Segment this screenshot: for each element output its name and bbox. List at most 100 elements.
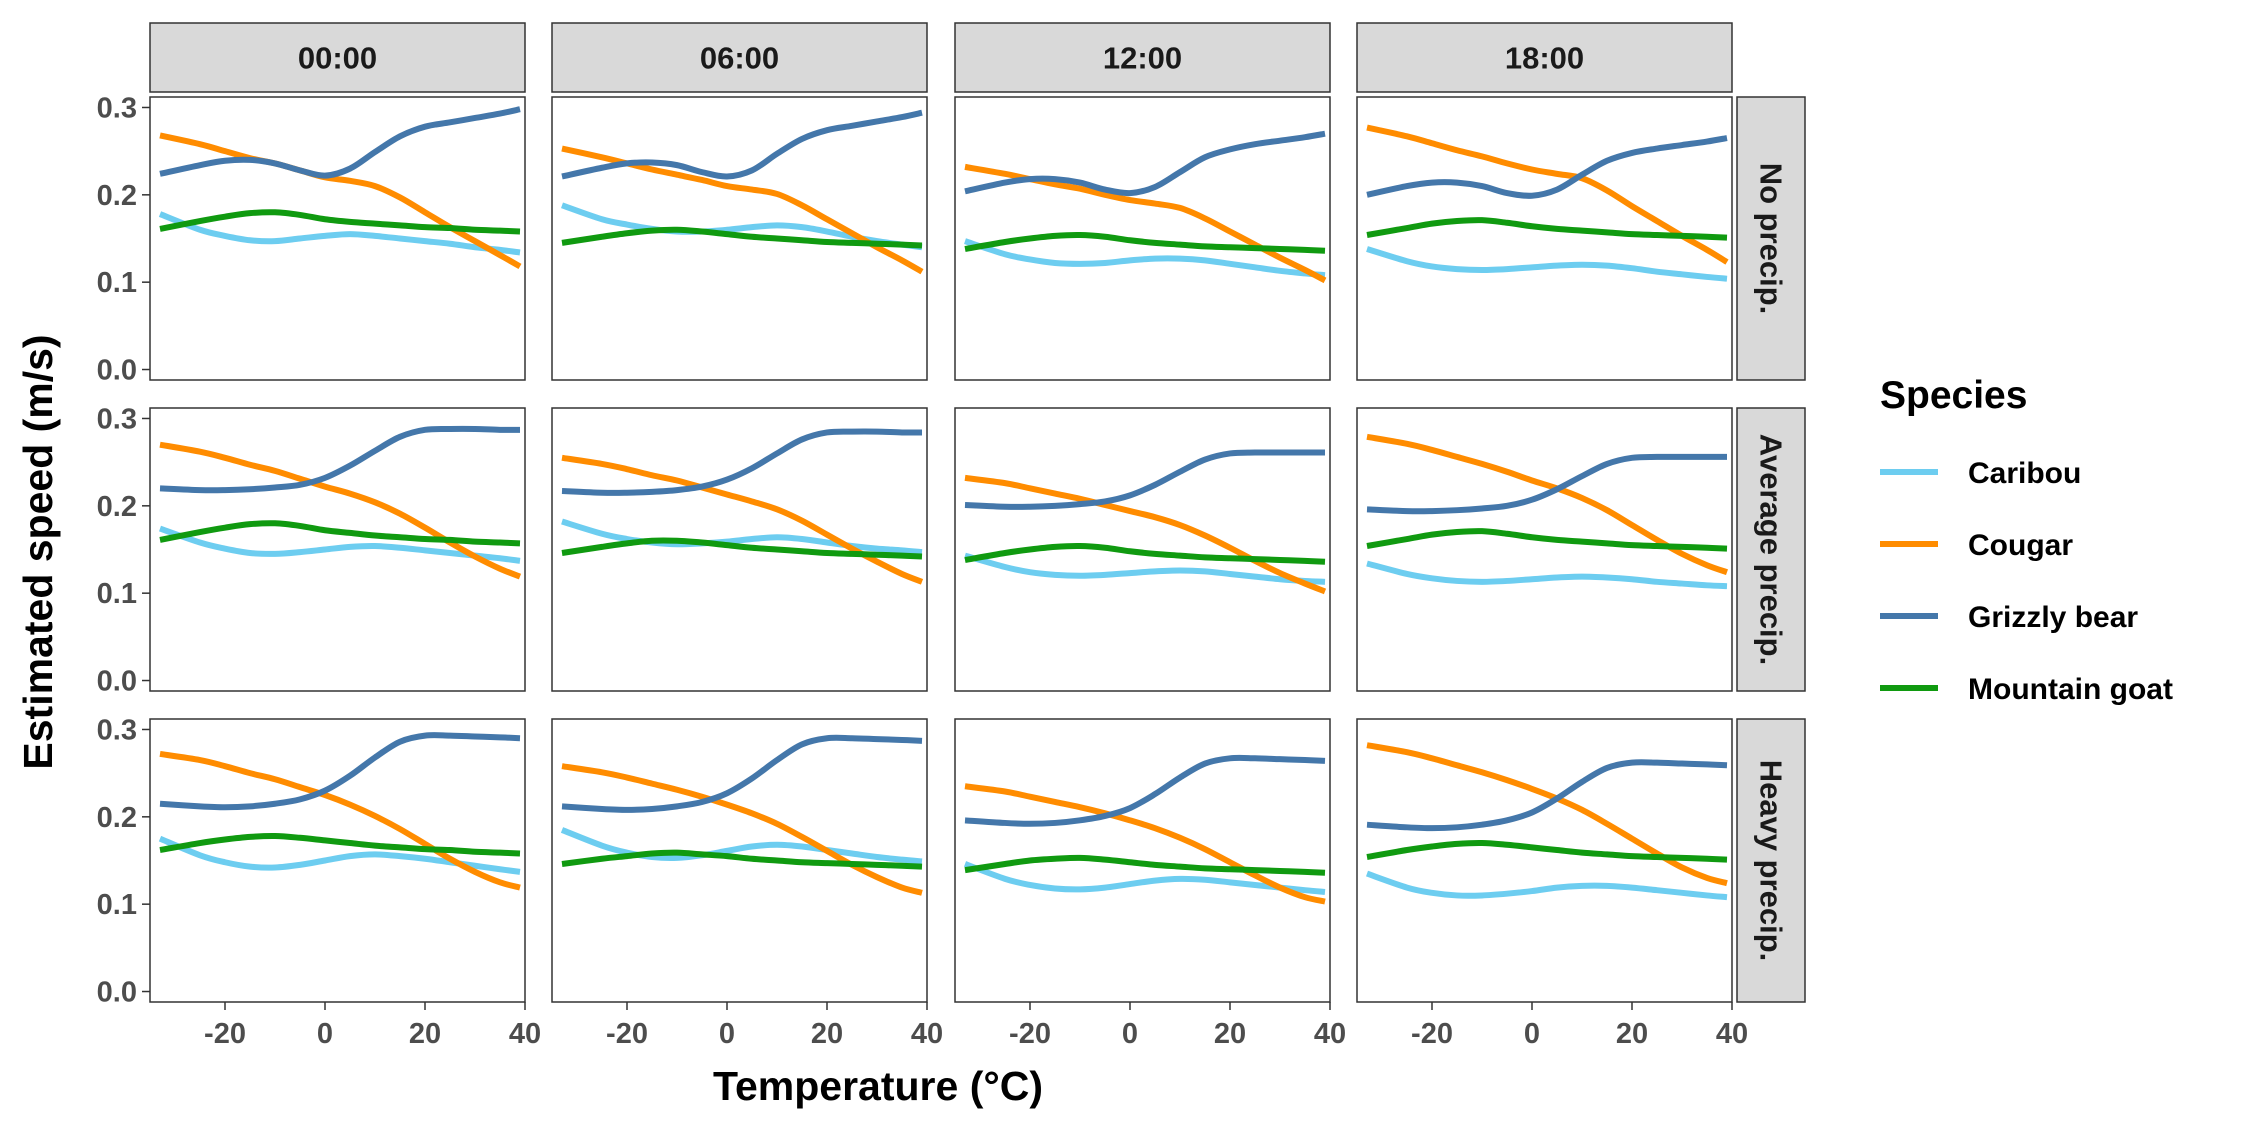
panel-r2-c1	[149, 407, 526, 692]
panel-r1-c1	[149, 96, 526, 381]
y-tick-label: 0.1	[97, 578, 137, 610]
panel-border	[954, 407, 1331, 692]
y-axis-row-2: 0.0 0.1 0.2 0.3	[97, 403, 150, 698]
y-tick-label: 0.1	[97, 889, 137, 921]
x-axis-col-1: -20 0 20 40	[204, 1002, 541, 1050]
series-line-grizzly-bear	[561, 109, 923, 180]
panel-r2-c3	[954, 407, 1331, 692]
legend: Species Caribou Cougar Grizzly bear Mountai…	[1880, 374, 2173, 706]
strip-row-no-precip: No precip.	[1736, 96, 1806, 381]
series-line-mountain-goat	[1366, 840, 1728, 863]
x-tick-label: -20	[1411, 1018, 1453, 1050]
y-tick-label: 0.0	[97, 977, 137, 1009]
series-line-caribou	[1366, 246, 1728, 282]
strip-col-label: 06:00	[700, 41, 779, 76]
series-line-mountain-goat	[159, 520, 521, 547]
series-line-mountain-goat	[964, 542, 1326, 565]
strip-col-1200: 12:00	[954, 22, 1331, 93]
series-line-grizzly-bear	[1366, 135, 1728, 199]
strip-col-0000: 00:00	[149, 22, 526, 93]
strip-row-label: No precip.	[1754, 163, 1789, 315]
legend-label: Cougar	[1968, 529, 2073, 562]
series-line-cougar	[159, 132, 522, 270]
y-tick-label: 0.1	[97, 267, 137, 299]
y-tick-label: 0.2	[97, 802, 137, 834]
series-line-mountain-goat	[964, 231, 1326, 254]
panel-border	[1356, 718, 1733, 1003]
x-tick-label: 40	[1314, 1018, 1346, 1050]
series-line-grizzly-bear	[159, 732, 521, 811]
panel-border	[149, 407, 526, 692]
series-line-mountain-goat	[159, 209, 521, 235]
series-line-mountain-goat	[561, 226, 923, 249]
panel-background	[552, 719, 927, 1002]
legend-label: Mountain goat	[1968, 673, 2173, 706]
legend-label: Caribou	[1968, 457, 2081, 490]
series-line-grizzly-bear	[964, 449, 1325, 510]
panel-border	[1356, 96, 1733, 381]
legend-title: Species	[1880, 374, 2027, 417]
y-axis-title: Estimated speed (m/s)	[15, 334, 61, 769]
series-line-caribou	[158, 835, 521, 875]
x-tick-label: 40	[911, 1018, 943, 1050]
y-axis-row-1: 0.0 0.1 0.2 0.3	[97, 92, 150, 387]
y-tick-label: 0.0	[97, 355, 137, 387]
x-tick-label: -20	[204, 1018, 246, 1050]
x-tick-label: 0	[1524, 1018, 1540, 1050]
panel-border	[954, 718, 1331, 1003]
series-line-grizzly-bear	[561, 734, 923, 813]
strip-col-0600: 06:00	[551, 22, 928, 93]
strip-col-label: 00:00	[298, 41, 377, 76]
strip-row-average-precip: Average precip.	[1736, 407, 1806, 692]
x-tick-label: -20	[606, 1018, 648, 1050]
x-tick-label: 40	[509, 1018, 541, 1050]
panel-r3-c2	[551, 718, 928, 1003]
y-tick-label: 0.0	[97, 666, 137, 698]
panel-border	[149, 718, 526, 1003]
y-tick-label: 0.3	[97, 403, 137, 435]
panel-r1-c3	[954, 96, 1331, 381]
series-line-cougar	[964, 783, 1326, 905]
y-tick-label: 0.3	[97, 92, 137, 124]
x-tick-label: 20	[1214, 1018, 1246, 1050]
panel-background	[150, 97, 525, 380]
strip-col-label: 12:00	[1103, 41, 1182, 76]
panel-border	[1356, 407, 1733, 692]
x-tick-label: 40	[1716, 1018, 1748, 1050]
axes-layer: 0.0 0.1 0.2 0.3 0.0 0.1 0.2 0.3 0.0 0.1 0.2 0.3 -20 0…	[97, 92, 1748, 1050]
series-line-grizzly-bear	[1366, 453, 1727, 515]
legend-item-caribou: Caribou	[1880, 457, 2081, 490]
series-line-mountain-goat	[159, 833, 521, 857]
series-line-caribou	[1366, 560, 1728, 590]
series-line-mountain-goat	[1366, 217, 1728, 241]
strip-row-heavy-precip: Heavy precip.	[1736, 718, 1806, 1003]
y-axis-row-3: 0.0 0.1 0.2 0.3	[97, 714, 150, 1009]
series-line-cougar	[159, 750, 521, 891]
series-line-mountain-goat	[561, 849, 923, 870]
series-line-caribou	[964, 552, 1326, 585]
legend-item-grizzly-bear: Grizzly bear	[1880, 601, 2138, 634]
x-tick-label: 0	[719, 1018, 735, 1050]
y-tick-label: 0.2	[97, 180, 137, 212]
strip-col-1800: 18:00	[1356, 22, 1733, 93]
series-line-caribou	[964, 238, 1326, 279]
series-line-cougar	[159, 441, 522, 580]
x-axis-col-2: -20 0 20 40	[606, 1002, 943, 1050]
series-line-grizzly-bear	[1366, 759, 1728, 832]
x-axis-title: Temperature (°C)	[713, 1063, 1043, 1109]
panel-border	[149, 96, 526, 381]
panel-r3-c1	[149, 718, 526, 1003]
series-line-grizzly-bear	[964, 130, 1326, 197]
series-line-cougar	[1366, 124, 1729, 265]
x-tick-label: 20	[1616, 1018, 1648, 1050]
series-line-cougar	[964, 474, 1327, 595]
x-tick-label: 20	[811, 1018, 843, 1050]
series-line-mountain-goat	[1366, 528, 1728, 552]
panels-layer: 00:00 06:00 12:00 18:00 No precip. Average pr…	[149, 22, 1806, 1003]
panel-border	[551, 718, 928, 1003]
panel-r2-c4	[1356, 407, 1733, 692]
series-line-grizzly-bear	[561, 428, 923, 496]
strip-row-label: Average precip.	[1754, 434, 1789, 665]
